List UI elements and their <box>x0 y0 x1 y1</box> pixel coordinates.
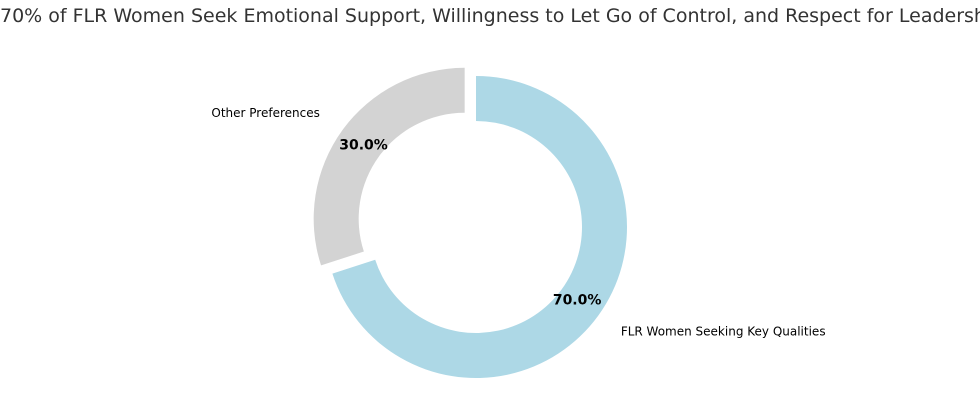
donut-labels: FLR Women Seeking Key Qualities 70.0% Othe… <box>211 106 825 339</box>
slice-value-other-preferences: 30.0% <box>339 137 388 153</box>
slice-value-flr-women-seeking-key-qualities: 70.0% <box>553 292 602 308</box>
slice-other-preferences <box>313 67 465 266</box>
donut-slices <box>313 67 628 378</box>
slice-label-flr-women-seeking-key-qualities: FLR Women Seeking Key Qualities <box>621 325 826 339</box>
slice-label-other-preferences: Other Preferences <box>211 106 319 120</box>
slice-flr-women-seeking-key-qualities <box>332 76 628 378</box>
chart-title: 70% of FLR Women Seek Emotional Support,… <box>0 5 980 27</box>
